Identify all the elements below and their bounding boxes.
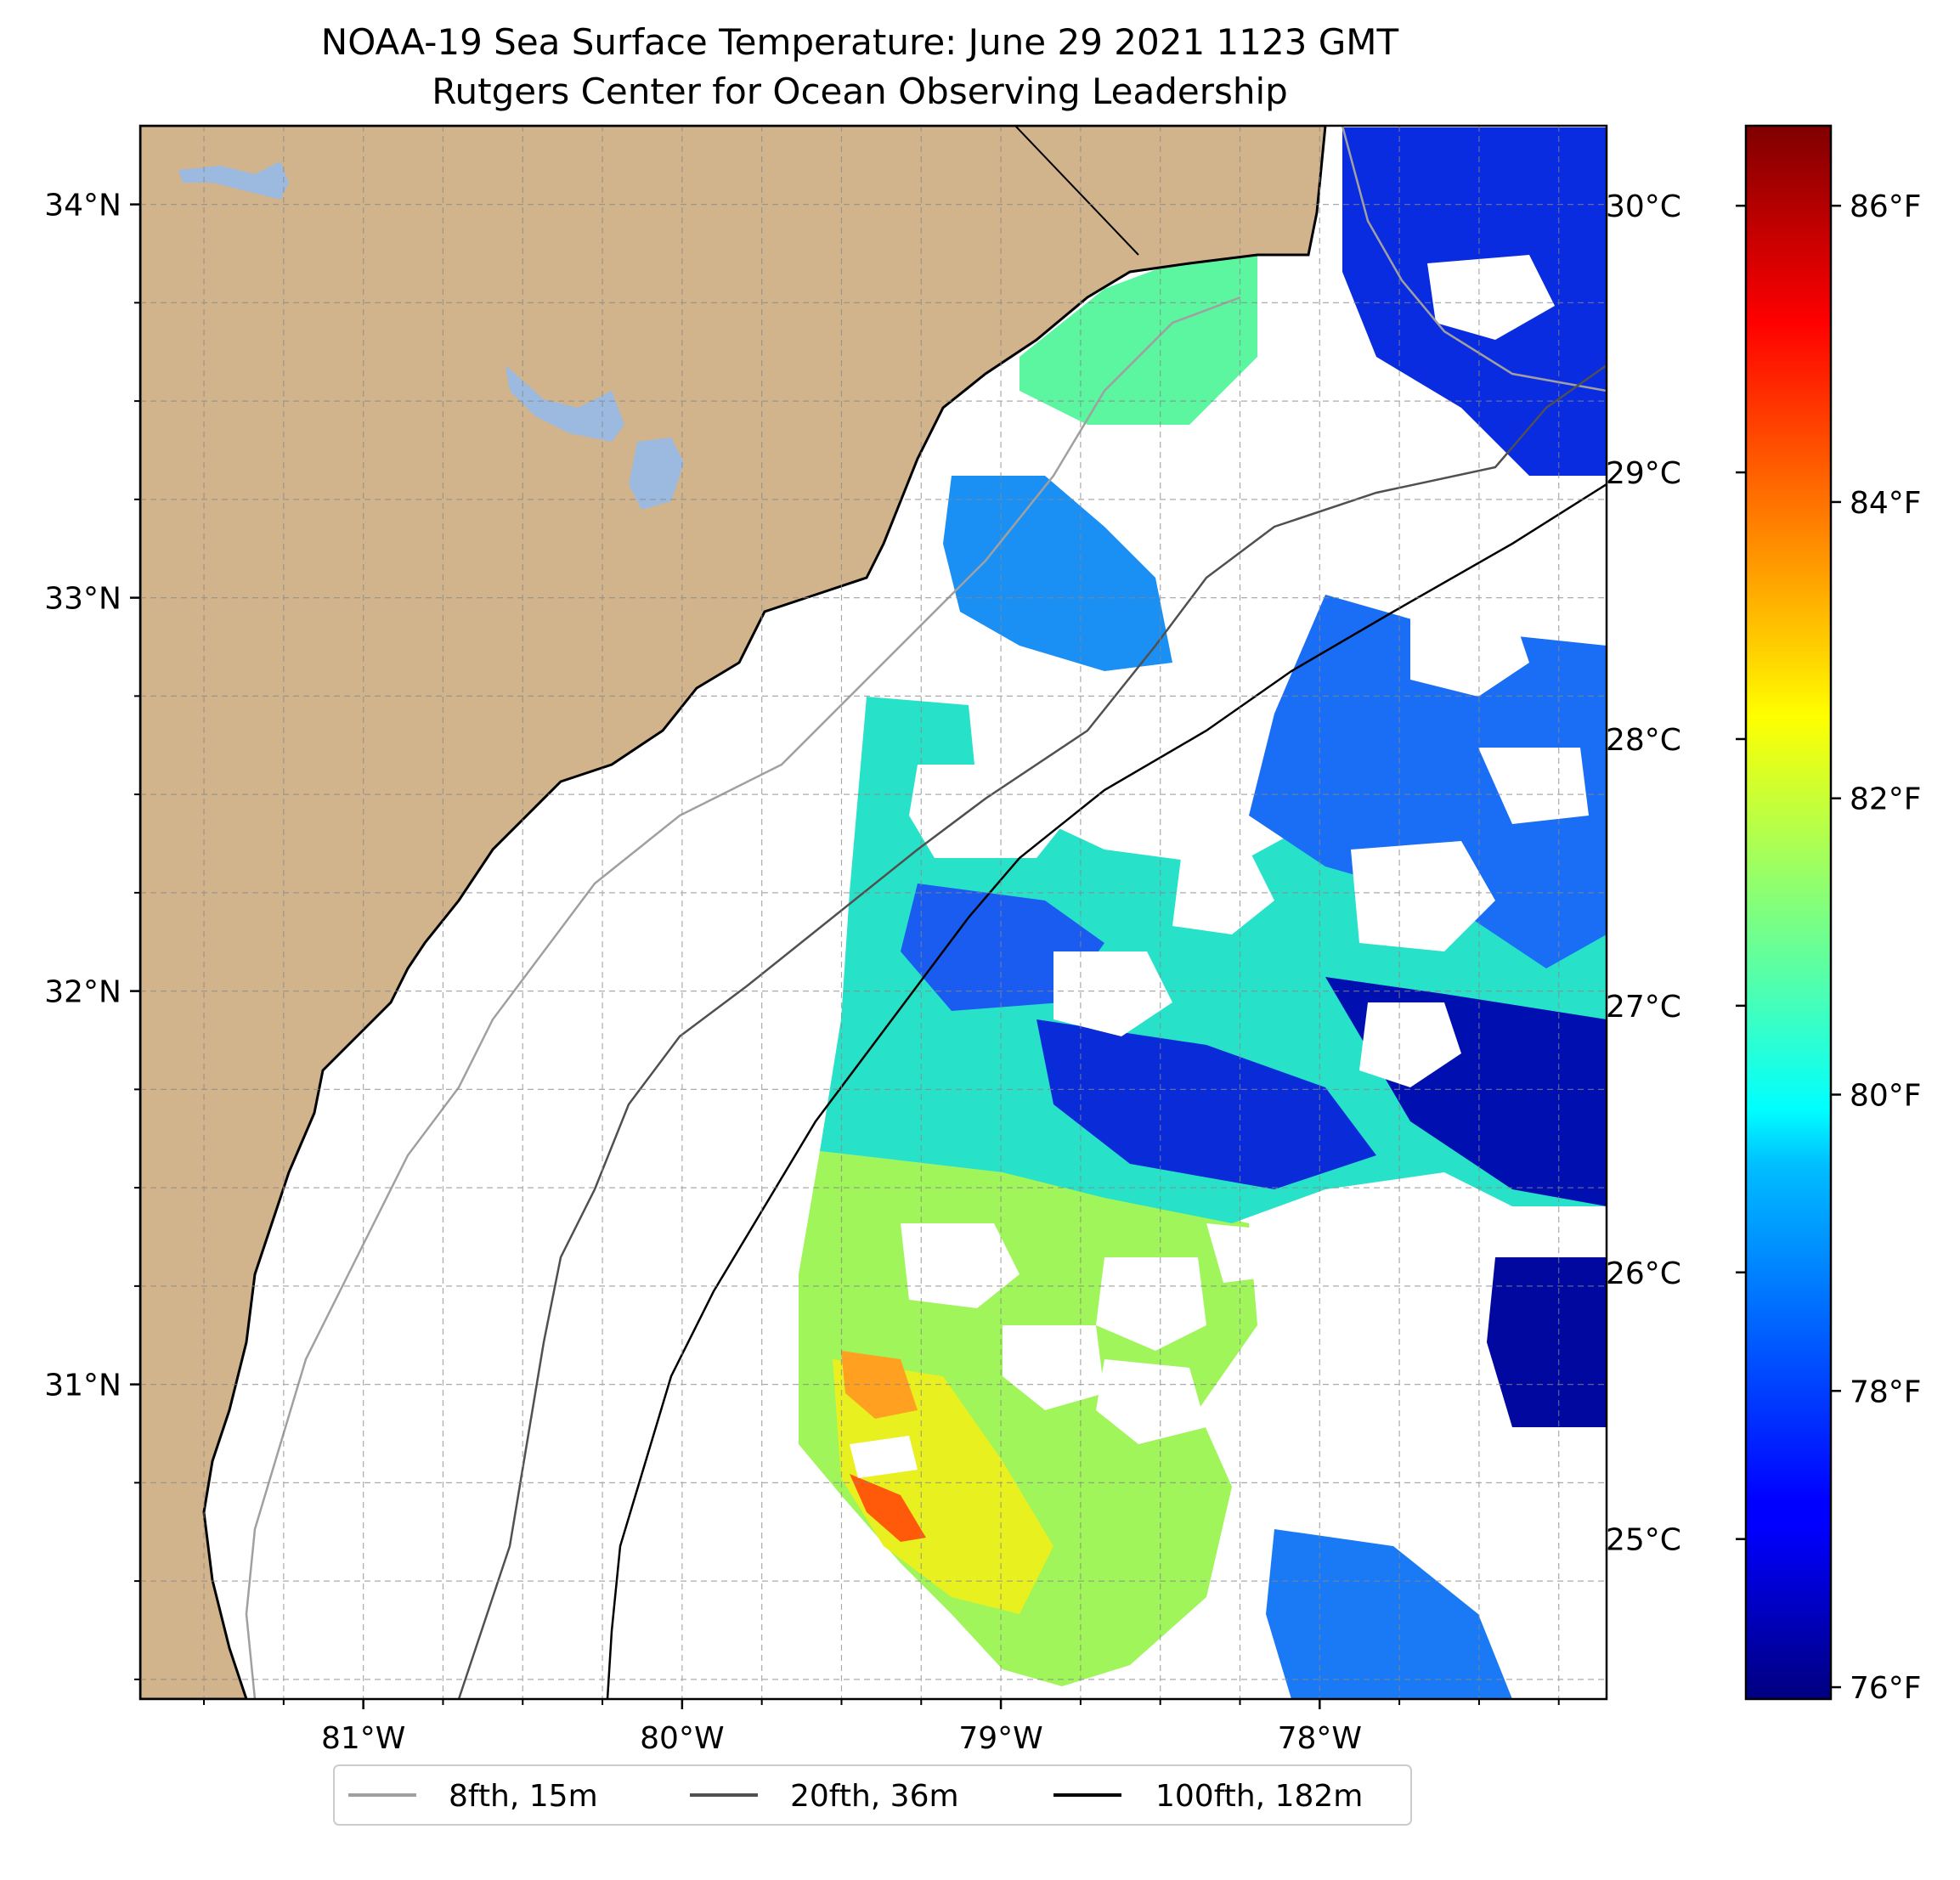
fahrenheit-tick-label: 84°F <box>1850 486 1922 521</box>
map-panel <box>140 126 1607 1699</box>
lat-tick-label: 31°N <box>44 1369 121 1403</box>
legend-label-20fth: 20fth, 36m <box>790 1779 959 1814</box>
latitude-ticks: 34°N 33°N 32°N 31°N <box>44 189 140 1680</box>
legend-label-100fth: 100fth, 182m <box>1155 1779 1363 1814</box>
map-frame <box>138 124 1608 1701</box>
lon-tick-label: 80°W <box>640 1721 724 1756</box>
celsius-tick-label: 27°C <box>1606 990 1681 1025</box>
fahrenheit-tick-label: 78°F <box>1850 1375 1922 1409</box>
fahrenheit-tick-label: 86°F <box>1850 189 1922 224</box>
title-line-2: Rutgers Center for Ocean Observing Leade… <box>432 71 1288 112</box>
legend-label-8fth: 8fth, 15m <box>449 1779 598 1814</box>
celsius-tick-label: 28°C <box>1606 723 1681 758</box>
lat-tick-label: 33°N <box>44 582 121 617</box>
celsius-tick-label: 29°C <box>1606 456 1681 491</box>
colorbar-celsius-ticks: 30°C 29°C 28°C 27°C 26°C 25°C <box>1606 189 1746 1558</box>
lat-tick-label: 34°N <box>44 189 121 223</box>
sst-patch-yellow <box>833 1359 1053 1614</box>
sst-patch-se <box>1266 1529 1512 1699</box>
lakes <box>178 161 684 510</box>
legend: 8fth, 15m 20fth, 36m 100fth, 182m <box>333 1764 1412 1826</box>
sst-patch-se-2 <box>1487 1257 1607 1427</box>
isobath-8fth <box>245 126 1607 1699</box>
fahrenheit-tick-label: 80°F <box>1850 1078 1922 1113</box>
legend-box <box>333 1764 1412 1826</box>
colorbar: 30°C 29°C 28°C 27°C 26°C 25°C 86°F 84°F 82°F 80°… <box>1606 124 1922 1706</box>
state-border <box>1014 126 1139 256</box>
sst-patch-north <box>1020 255 1257 425</box>
lake-northwest <box>178 161 289 200</box>
celsius-tick-label: 25°C <box>1606 1523 1681 1558</box>
fahrenheit-tick-label: 76°F <box>1850 1671 1922 1706</box>
celsius-tick-label: 26°C <box>1606 1256 1681 1291</box>
lake-moultrie <box>629 438 684 510</box>
colorbar-gradient <box>1744 124 1833 1701</box>
longitude-ticks: 81°W 80°W 79°W 78°W <box>203 1699 1560 1756</box>
lon-tick-label: 79°W <box>958 1721 1042 1756</box>
isobath-20fth <box>457 364 1607 1699</box>
cloud-gaps <box>850 255 1589 1478</box>
colorbar-fahrenheit-ticks: 86°F 84°F 82°F 80°F 78°F 76°F <box>1831 189 1922 1706</box>
sst-patch-mid-blue-2 <box>1036 1019 1376 1189</box>
lon-tick-label: 78°W <box>1278 1721 1362 1756</box>
land-mass <box>140 126 1327 1699</box>
lat-tick-label: 32°N <box>44 975 121 1010</box>
gridlines <box>140 126 1607 1699</box>
lake-marion <box>506 365 624 442</box>
title-line-1: NOAA-19 Sea Surface Temperature: June 29… <box>321 21 1399 63</box>
sst-patch-hot <box>850 1474 926 1542</box>
sst-patch-east <box>1249 595 1607 968</box>
lon-tick-label: 81°W <box>321 1721 405 1756</box>
fahrenheit-tick-label: 82°F <box>1850 782 1922 817</box>
celsius-tick-label: 30°C <box>1606 189 1681 224</box>
isobath-100fth <box>606 483 1607 1699</box>
